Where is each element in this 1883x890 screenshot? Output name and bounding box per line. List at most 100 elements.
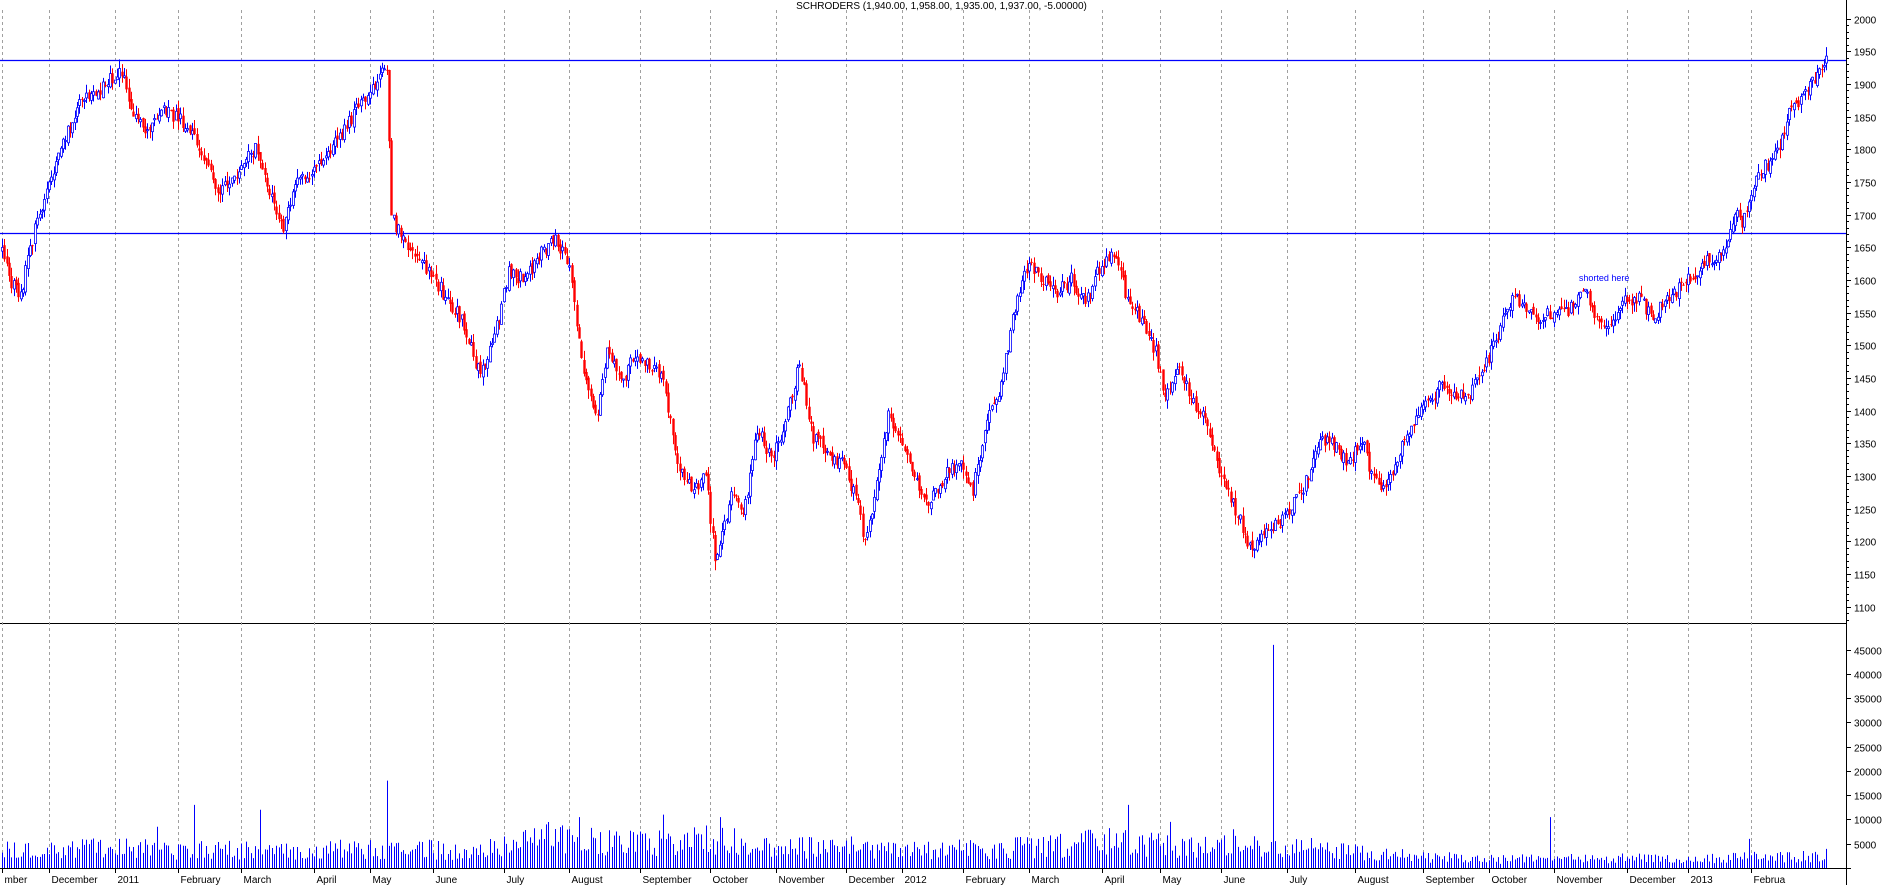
candle-body-up <box>1800 96 1803 105</box>
candle-body-down <box>264 167 267 175</box>
candle-body-down <box>1675 292 1678 298</box>
candle-body-down <box>1645 298 1648 315</box>
candle-body-up <box>1633 297 1636 304</box>
candle-body-down <box>819 436 822 439</box>
candle-body-down <box>632 359 635 362</box>
candle-body-down <box>214 179 217 189</box>
candle-body-up <box>885 432 888 442</box>
candle-body-up <box>1317 446 1320 455</box>
candle-body-down <box>212 172 215 180</box>
candle-body-down <box>1279 526 1282 528</box>
candle-body-up <box>838 457 841 469</box>
candle-body-down <box>812 426 815 444</box>
candle-body-up <box>1647 306 1650 315</box>
y-tick-label: 1300 <box>1854 473 1877 484</box>
candle-body-up <box>1174 375 1177 385</box>
candle-body-down <box>442 285 445 300</box>
y-tick-label: 1200 <box>1854 538 1877 549</box>
candle-body-down <box>1131 306 1134 309</box>
candle-body-up <box>1 247 4 252</box>
candle-body-down <box>395 215 398 233</box>
candle-body-up <box>1542 320 1545 322</box>
candle-body-down <box>346 125 349 129</box>
candle-body-down <box>81 98 84 100</box>
candle-body-up <box>1492 340 1495 347</box>
candle-body-up <box>362 97 365 101</box>
candle-body-down <box>758 432 761 436</box>
candle-body-down <box>737 497 740 503</box>
candle-body-up <box>1729 229 1732 240</box>
candle-body-up <box>46 188 49 199</box>
candle-body-up <box>1061 281 1064 292</box>
candle-body-up <box>1762 173 1765 179</box>
candle-body-up <box>1150 337 1153 339</box>
candle-body-up <box>381 67 384 73</box>
candle-body-down <box>137 113 140 120</box>
candle-body-down <box>432 275 435 277</box>
candle-body-down <box>219 192 222 195</box>
candle-body-up <box>688 479 691 484</box>
candle-body-up <box>1579 291 1582 298</box>
candle-body-up <box>951 463 954 475</box>
candle-body-up <box>1499 325 1502 340</box>
candle-body-up <box>1643 298 1646 301</box>
candle-body-up <box>1310 469 1313 482</box>
candle-body-up <box>186 128 189 131</box>
candle-body-up <box>503 288 506 303</box>
candle-body-down <box>1413 424 1416 427</box>
candle-body-up <box>461 314 464 320</box>
candle-body-down <box>226 180 229 186</box>
candle-body-up <box>1155 345 1158 352</box>
candle-body-up <box>348 115 351 128</box>
candle-body-down <box>268 188 271 196</box>
candle-body-up <box>327 151 330 158</box>
volume-y-tick-label: 35000 <box>1854 695 1882 706</box>
candle-body-up <box>1757 172 1760 180</box>
candle-body-up <box>1176 368 1179 375</box>
candle-body-down <box>1366 440 1369 454</box>
candle-body-up <box>1293 496 1296 514</box>
candle-body-down <box>1443 381 1446 389</box>
candle-body-up <box>135 114 138 120</box>
candle-body-down <box>31 245 34 247</box>
candle-body-down <box>1073 274 1076 287</box>
candle-body-up <box>1678 282 1681 299</box>
candle-body-up <box>1417 415 1420 418</box>
candle-body-down <box>1183 377 1186 384</box>
y-tick-label: 1750 <box>1854 179 1877 190</box>
candle-body-up <box>719 544 722 557</box>
candle-body-down <box>416 254 419 256</box>
candle-body-down <box>1345 453 1348 466</box>
candle-body-down <box>1450 394 1453 396</box>
candle-body-up <box>83 100 86 102</box>
candle-body-down <box>1795 100 1798 103</box>
candle-body-down <box>1244 533 1247 535</box>
x-tick-label: October <box>713 875 749 885</box>
candle-body-up <box>1701 262 1704 269</box>
candle-body-down <box>679 463 682 472</box>
candle-body-up <box>1438 381 1441 391</box>
candle-body-up <box>57 152 60 161</box>
candle-body-up <box>1094 276 1097 287</box>
candle-body-up <box>939 485 942 494</box>
candle-body-down <box>611 352 614 362</box>
x-tick-label: February <box>966 875 1006 885</box>
candle-body-down <box>845 463 848 468</box>
candle-body-up <box>1671 294 1674 303</box>
candle-body-up <box>423 260 426 263</box>
candle-body-up <box>1823 65 1826 68</box>
candle-body-up <box>1249 542 1252 546</box>
candle-body-down <box>969 482 972 486</box>
candle-body-up <box>1718 252 1721 263</box>
candle-body-down <box>962 462 965 470</box>
candle-body-up <box>1687 273 1690 286</box>
candle-body-down <box>386 69 389 71</box>
candle-body-down <box>308 178 311 180</box>
candle-body-up <box>1816 71 1819 86</box>
candle-body-down <box>862 513 865 537</box>
candle-body-down <box>1427 398 1430 401</box>
candle-body-up <box>287 207 290 221</box>
x-tick-label: May <box>1163 875 1182 885</box>
candle-body-up <box>470 342 473 346</box>
candle-body-down <box>836 456 839 466</box>
